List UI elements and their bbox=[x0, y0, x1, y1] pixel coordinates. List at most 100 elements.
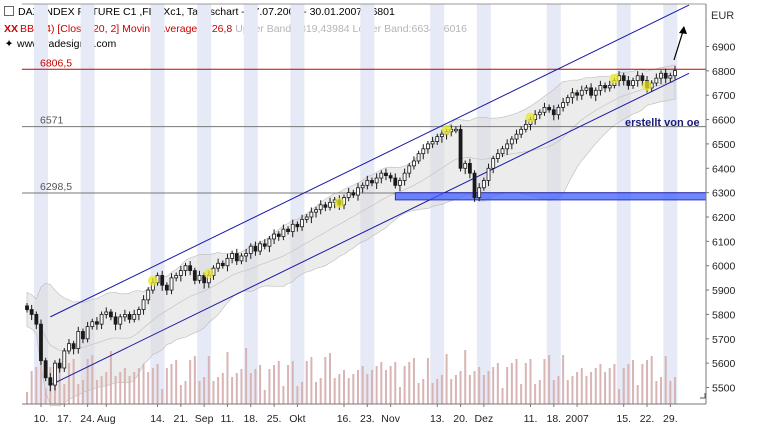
candle-body bbox=[85, 326, 90, 340]
level-label: 6298,5 bbox=[40, 181, 72, 193]
volume-bar bbox=[506, 367, 509, 404]
volume-bar bbox=[618, 389, 621, 404]
volume-bar bbox=[193, 356, 196, 404]
candle-body bbox=[244, 253, 249, 257]
x-tick-label: 20. bbox=[453, 413, 468, 425]
x-tick-label: 18. bbox=[243, 413, 258, 425]
candle-body bbox=[351, 192, 356, 196]
candle-body bbox=[346, 192, 351, 198]
candle-body bbox=[654, 77, 659, 84]
candle-body bbox=[90, 321, 95, 328]
candle-body bbox=[39, 323, 43, 362]
candle-body bbox=[272, 233, 276, 240]
volume-bar bbox=[226, 352, 229, 404]
y-tick-label: 5600 bbox=[712, 358, 736, 370]
y-tick-label: 6100 bbox=[712, 236, 736, 248]
volume-bar bbox=[534, 384, 537, 404]
volume-bar bbox=[207, 356, 210, 404]
candle-body bbox=[95, 321, 99, 325]
candle-body bbox=[183, 265, 188, 271]
candle-body bbox=[34, 314, 39, 325]
candle-body bbox=[505, 143, 510, 150]
volume-bar bbox=[482, 375, 485, 404]
volume-bar bbox=[426, 358, 429, 404]
volume-bar bbox=[231, 377, 234, 404]
volume-bar bbox=[273, 365, 276, 404]
window-menu-icon[interactable] bbox=[4, 6, 14, 16]
volume-bar bbox=[585, 376, 588, 404]
volume-bar bbox=[100, 376, 103, 404]
candle-body bbox=[519, 128, 524, 135]
volume-bar bbox=[86, 359, 89, 404]
volume-bar bbox=[95, 380, 98, 404]
volume-bar bbox=[436, 379, 439, 404]
volume-bar bbox=[352, 374, 355, 404]
volume-bar bbox=[445, 354, 448, 404]
y-tick-label: 6800 bbox=[712, 66, 736, 78]
candle-body bbox=[416, 153, 421, 162]
candle-body bbox=[328, 201, 332, 208]
volume-bar bbox=[464, 350, 467, 404]
candle-body bbox=[631, 80, 635, 86]
candle-body bbox=[598, 85, 603, 91]
link-icon: ✦ bbox=[4, 38, 14, 50]
volume-bars bbox=[26, 348, 676, 404]
candle-body bbox=[160, 275, 165, 286]
candle-body bbox=[402, 172, 407, 181]
x-tick-label: 13. bbox=[430, 413, 445, 425]
volume-bar bbox=[245, 348, 248, 404]
candle-body bbox=[458, 128, 463, 169]
resize-corner-icon bbox=[700, 393, 706, 399]
volume-bar bbox=[613, 364, 616, 404]
volume-bar bbox=[440, 375, 443, 404]
volume-bar bbox=[137, 368, 140, 404]
volume-bar bbox=[109, 351, 112, 404]
candle-body bbox=[407, 165, 412, 174]
candle-body bbox=[29, 309, 34, 315]
candle-body bbox=[169, 277, 174, 291]
volume-bar bbox=[338, 374, 341, 404]
volume-bar bbox=[67, 363, 70, 404]
candle-body bbox=[230, 253, 235, 259]
volume-bar bbox=[669, 381, 672, 404]
candle-body bbox=[164, 284, 169, 291]
volume-bar bbox=[394, 362, 397, 404]
volume-bar bbox=[319, 378, 322, 404]
indicator-label[interactable]: BBD(4) [Close, 20, 2] Moving Average:672… bbox=[20, 23, 233, 35]
candle-body bbox=[239, 255, 244, 262]
volume-bar bbox=[356, 370, 359, 404]
volume-bar bbox=[655, 381, 658, 404]
signal-dot bbox=[334, 197, 345, 208]
y-tick-label: 6600 bbox=[712, 115, 736, 127]
volume-bar bbox=[254, 369, 257, 404]
volume-bar bbox=[39, 363, 42, 404]
candle-body bbox=[472, 172, 477, 198]
volume-bar bbox=[562, 355, 565, 404]
candle-body bbox=[300, 219, 304, 228]
volume-bar bbox=[361, 366, 364, 404]
candle-body bbox=[146, 289, 151, 301]
bollinger-moving-average bbox=[26, 81, 676, 351]
volume-bar bbox=[496, 363, 499, 404]
volume-bar bbox=[566, 380, 569, 404]
candle-body bbox=[495, 153, 500, 159]
candle-body bbox=[440, 133, 444, 138]
candle-body bbox=[384, 172, 388, 176]
volume-bar bbox=[501, 388, 504, 404]
candle-body bbox=[360, 184, 365, 189]
candle-body bbox=[481, 180, 486, 189]
signal-dot bbox=[642, 80, 653, 91]
volume-bar bbox=[543, 359, 546, 404]
volume-bar bbox=[408, 362, 411, 404]
volume-bar bbox=[123, 368, 126, 404]
volume-bar bbox=[674, 377, 676, 404]
volume-bar bbox=[576, 372, 579, 404]
channel-line-lower bbox=[50, 72, 690, 386]
x-tick-label: 2007 bbox=[565, 413, 589, 425]
level-label: 6806,5 bbox=[40, 57, 72, 69]
volume-bar bbox=[179, 385, 182, 404]
candle-body bbox=[67, 343, 71, 352]
volume-bar bbox=[366, 374, 369, 404]
